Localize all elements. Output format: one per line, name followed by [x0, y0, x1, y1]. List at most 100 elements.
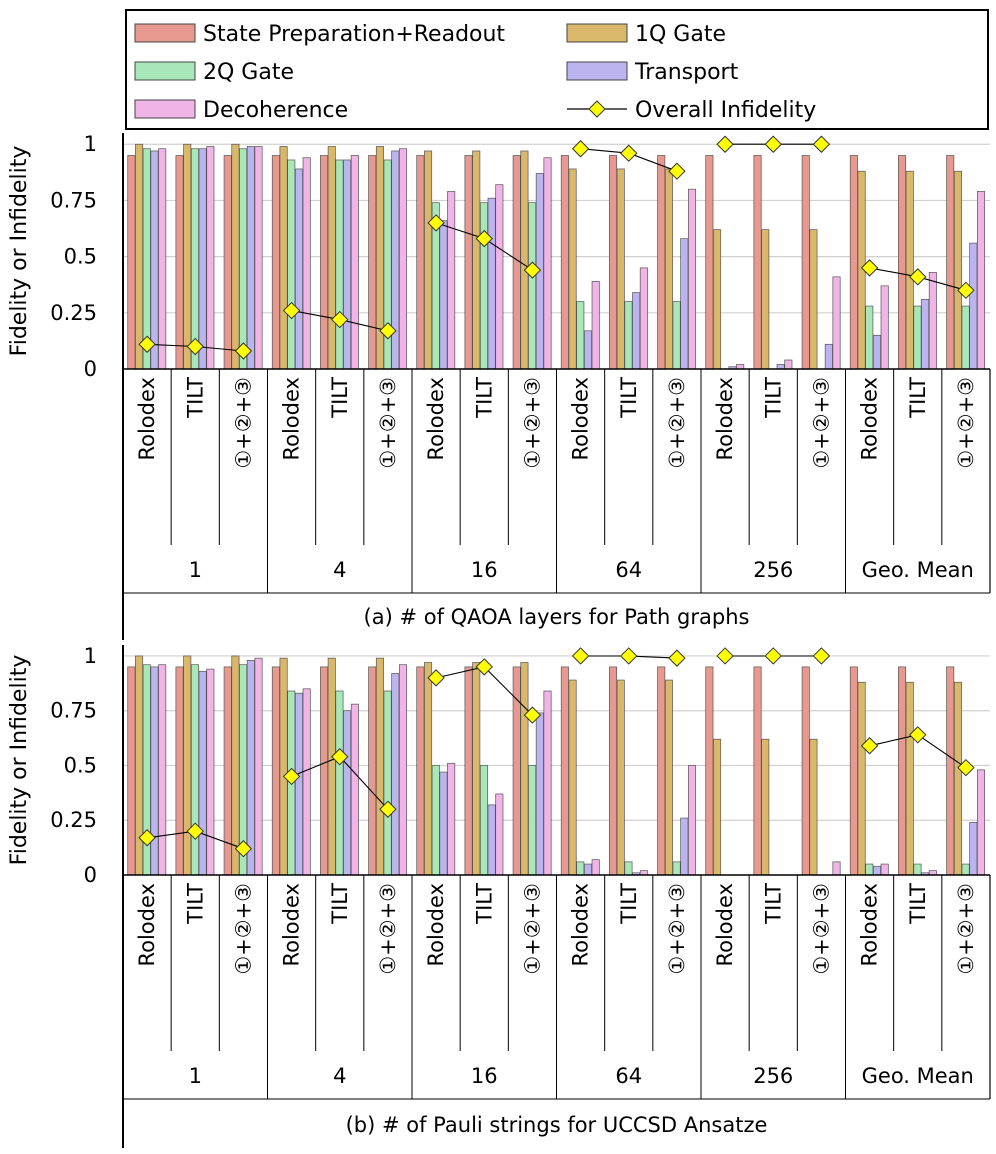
- bar-dc: [302, 157, 311, 370]
- bar-dc: [447, 191, 456, 370]
- bar-tr: [969, 242, 978, 370]
- overall-infidelity-marker: [234, 840, 253, 858]
- group-label: Geo. Mean: [862, 558, 974, 582]
- category-label: TILT: [328, 377, 352, 419]
- bar-dc: [591, 859, 600, 876]
- category-label: TILT: [906, 377, 930, 419]
- overall-infidelity-marker: [764, 135, 782, 153]
- bar-q1: [231, 655, 240, 876]
- bar-dc: [350, 703, 359, 876]
- bar-q1: [568, 168, 577, 370]
- bar-q1: [616, 168, 625, 370]
- category-label: TILT: [183, 883, 207, 925]
- bar-q2: [479, 202, 488, 370]
- category-label: ①+②+③: [376, 377, 400, 469]
- bar-sp: [464, 155, 473, 370]
- overall-infidelity-marker: [764, 647, 782, 665]
- bar-sp: [753, 666, 762, 876]
- overall-infidelity-marker: [860, 737, 879, 755]
- category-label: TILT: [617, 883, 641, 925]
- panel-b-uccsd: 0 0.25 0.5 0.75 1 Rolodex TILT ①+②+③ Rolodex TILT…: [7, 644, 991, 1148]
- bar-q1: [520, 662, 529, 876]
- bar-sp: [512, 666, 521, 876]
- category-label: Rolodex: [424, 883, 448, 967]
- bar-q1: [231, 143, 240, 370]
- bar-q2: [431, 765, 440, 876]
- bar-tr: [583, 330, 592, 370]
- bar-sp: [560, 155, 569, 370]
- bar-sp: [127, 155, 136, 370]
- bar-tr: [198, 670, 207, 876]
- legend-label-transport: Transport: [634, 60, 739, 85]
- bar-tr: [632, 292, 641, 370]
- bar-dc: [399, 664, 408, 876]
- bar-q1: [183, 143, 192, 370]
- overall-infidelity-marker: [331, 748, 349, 766]
- bar-dc: [639, 267, 648, 370]
- overall-infidelity-marker: [571, 647, 590, 665]
- bar-dc: [591, 280, 600, 370]
- overall-infidelity-marker: [379, 800, 397, 818]
- group-label: 1: [189, 1064, 202, 1088]
- category-label: Rolodex: [858, 883, 882, 967]
- bar-dc: [206, 146, 215, 370]
- bar-q2: [528, 765, 537, 876]
- legend: State Preparation+Readout 1Q Gate 2Q Gate T…: [125, 9, 989, 130]
- bar-q2: [865, 863, 874, 876]
- group-label: 64: [615, 1064, 642, 1088]
- bar-sp: [609, 155, 618, 370]
- y-tick-label: 0: [84, 357, 97, 381]
- legend-swatch-decoherence: [134, 99, 196, 119]
- bar-tr: [198, 148, 207, 370]
- y-tick-label: 1: [84, 132, 97, 156]
- legend-label-2q-gate: 2Q Gate: [203, 60, 294, 85]
- bar-dc: [447, 762, 456, 876]
- bar-q2: [190, 148, 199, 370]
- bar-dc: [688, 188, 697, 370]
- bar-q1: [809, 738, 818, 876]
- group-label: 1: [189, 558, 202, 582]
- overall-infidelity-marker: [427, 669, 445, 687]
- bar-q2: [576, 861, 585, 876]
- y-tick-label: 0.25: [50, 301, 97, 325]
- category-label: Rolodex: [135, 883, 159, 967]
- y-tick-label: 0.75: [50, 699, 97, 723]
- bar-sp: [512, 155, 521, 370]
- bar-dc: [158, 664, 167, 876]
- legend-label-state-preparation-readout: State Preparation+Readout: [203, 22, 505, 47]
- bar-tr: [343, 159, 352, 370]
- category-label: TILT: [328, 883, 352, 925]
- overall-infidelity-marker: [138, 335, 156, 353]
- category-label: TILT: [617, 377, 641, 419]
- bar-sp: [368, 155, 377, 370]
- overall-infidelity-marker: [523, 261, 542, 279]
- overall-infidelity-marker: [716, 135, 734, 153]
- bar-sp: [801, 666, 810, 876]
- bar-q1: [616, 679, 625, 876]
- overall-infidelity-marker: [427, 214, 445, 232]
- bar-dc: [543, 690, 552, 876]
- bar-q2: [239, 148, 248, 370]
- bar-dc: [254, 146, 263, 370]
- bar-q1: [953, 170, 962, 370]
- y-tick-label: 1: [84, 644, 97, 668]
- legend-marker-overall-infidelity: [588, 100, 606, 118]
- bar-tr: [294, 692, 303, 876]
- bar-q1: [327, 657, 336, 876]
- category-label: TILT: [761, 883, 785, 925]
- bar-q2: [624, 301, 633, 370]
- overall-infidelity-marker: [668, 162, 686, 180]
- bar-dc: [880, 863, 889, 876]
- panel-caption: (a) # of QAOA layers for Path graphs: [364, 605, 750, 629]
- bar-q1: [664, 168, 673, 370]
- bar-sp: [657, 155, 666, 370]
- bar-tr: [439, 220, 448, 370]
- bar-q2: [672, 861, 681, 876]
- bar-q1: [375, 146, 384, 370]
- bar-tr: [487, 197, 496, 370]
- bar-q1: [905, 681, 914, 876]
- legend-swatch-transport: [566, 61, 628, 81]
- bar-q1: [520, 150, 529, 370]
- y-axis-label: Fidelity or Infidelity: [7, 146, 32, 357]
